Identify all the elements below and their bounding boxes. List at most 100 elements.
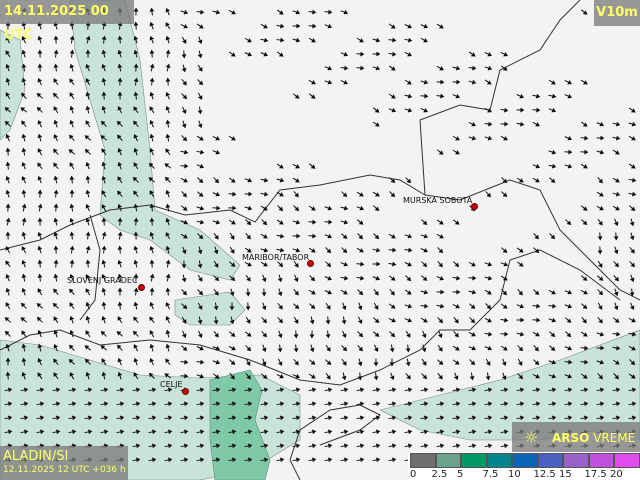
- wind-arrow-head: [149, 245, 155, 251]
- wind-arrow-head: [629, 305, 635, 311]
- wind-arrow-head: [550, 178, 556, 183]
- wind-arrow-head: [359, 205, 365, 211]
- wind-arrow-head: [133, 203, 139, 209]
- wind-arrow-head: [422, 374, 428, 380]
- wind-arrow-head: [629, 221, 635, 227]
- wind-arrow-head: [597, 236, 603, 241]
- wind-arrow-head: [197, 53, 203, 59]
- wind-arrow-head: [486, 80, 492, 85]
- wind-arrow-head: [279, 233, 285, 239]
- wind-arrow-head: [37, 273, 43, 278]
- wind-arrow-head: [23, 415, 29, 421]
- wind-arrow-head: [551, 401, 557, 407]
- wind-arrow-head: [214, 234, 219, 240]
- wind-arrow-head: [246, 234, 251, 240]
- wind-arrow-head: [534, 290, 540, 295]
- wind-arrow-head: [39, 415, 45, 421]
- wind-arrow-head: [230, 235, 235, 240]
- wind-arrow-head: [471, 387, 477, 393]
- wind-arrow-head: [278, 10, 284, 15]
- wind-arrow-head: [343, 401, 349, 407]
- legend-label: 7.5: [482, 469, 499, 480]
- wind-arrow-head: [327, 429, 333, 435]
- wind-arrow-head: [504, 121, 509, 127]
- wind-arrow-head: [181, 249, 187, 255]
- wind-arrow-head: [5, 50, 10, 55]
- wind-arrow-head: [69, 78, 74, 84]
- wind-arrow-head: [245, 292, 251, 297]
- wind-arrow-head: [566, 332, 572, 338]
- legend-label: 10: [508, 469, 521, 480]
- wind-arrow-head: [135, 429, 141, 435]
- wind-arrow-head: [183, 178, 188, 183]
- wind-arrow-head: [296, 233, 301, 239]
- city-marker: [471, 203, 478, 210]
- wind-arrow-head: [568, 149, 573, 155]
- wind-arrow-head: [215, 219, 221, 225]
- wind-arrow-head: [69, 259, 75, 264]
- wind-arrow-head: [5, 357, 11, 362]
- wind-arrow-head: [197, 110, 203, 115]
- wind-arrow-head: [599, 401, 605, 407]
- wind-arrow-head: [551, 387, 557, 393]
- wind-arrow-head: [69, 105, 75, 111]
- wind-arrow-head: [85, 288, 90, 293]
- wind-arrow-head: [551, 359, 557, 365]
- wind-arrow-head: [389, 362, 395, 367]
- wind-arrow-head: [101, 204, 106, 209]
- wind-arrow-head: [294, 206, 300, 212]
- wind-arrow-head: [117, 190, 122, 196]
- wind-arrow-head: [165, 287, 171, 292]
- wind-arrow-head: [261, 361, 267, 367]
- wind-arrow-head: [598, 178, 603, 184]
- wind-arrow-head: [630, 360, 636, 366]
- wind-arrow-head: [21, 133, 27, 139]
- wind-arrow-head: [278, 318, 284, 324]
- wind-arrow-head: [312, 219, 317, 225]
- wind-arrow-head: [69, 175, 75, 180]
- wind-arrow-head: [423, 233, 429, 239]
- wind-arrow-head: [535, 178, 540, 183]
- wind-arrow-head: [69, 134, 74, 140]
- wind-arrow-head: [69, 231, 75, 236]
- wind-arrow-head: [247, 443, 253, 449]
- wind-arrow-head: [182, 136, 188, 142]
- wind-arrow-head: [359, 387, 365, 393]
- wind-arrow-head: [53, 329, 59, 335]
- wind-arrow-head: [183, 401, 189, 407]
- wind-arrow-head: [359, 415, 365, 421]
- wind-arrow-head: [583, 80, 588, 85]
- wind-arrow-head: [487, 261, 493, 267]
- wind-arrow-head: [167, 443, 173, 449]
- wind-arrow-head: [69, 92, 74, 97]
- wind-arrow-head: [375, 275, 381, 281]
- wind-arrow-head: [568, 359, 573, 365]
- wind-arrow-head: [5, 203, 11, 208]
- wind-arrow-head: [101, 105, 107, 111]
- wind-arrow-head: [613, 291, 619, 297]
- wind-arrow-head: [424, 93, 429, 99]
- wind-arrow-head: [471, 345, 477, 351]
- wind-arrow-head: [232, 191, 237, 197]
- wind-arrow-head: [615, 401, 621, 407]
- wind-arrow-head: [277, 291, 283, 297]
- wind-arrow-head: [455, 65, 461, 71]
- wind-arrow-head: [277, 348, 283, 353]
- wind-arrow-head: [21, 371, 27, 377]
- wind-arrow-head: [599, 121, 605, 127]
- wind-arrow-head: [438, 360, 444, 365]
- wind-arrow-head: [534, 234, 539, 240]
- wind-arrow-head: [149, 259, 155, 264]
- wind-arrow-head: [149, 35, 155, 41]
- wind-arrow-head: [230, 262, 236, 267]
- wind-arrow-head: [293, 348, 299, 353]
- wind-arrow-head: [247, 457, 253, 463]
- wind-arrow-head: [487, 331, 493, 337]
- wind-arrow-head: [149, 147, 155, 153]
- wind-arrow-head: [294, 290, 299, 296]
- wind-arrow-head: [182, 39, 187, 44]
- wind-arrow-head: [117, 49, 123, 55]
- wind-arrow-head: [424, 303, 429, 309]
- wind-arrow-head: [37, 148, 42, 153]
- wind-arrow-head: [149, 7, 155, 12]
